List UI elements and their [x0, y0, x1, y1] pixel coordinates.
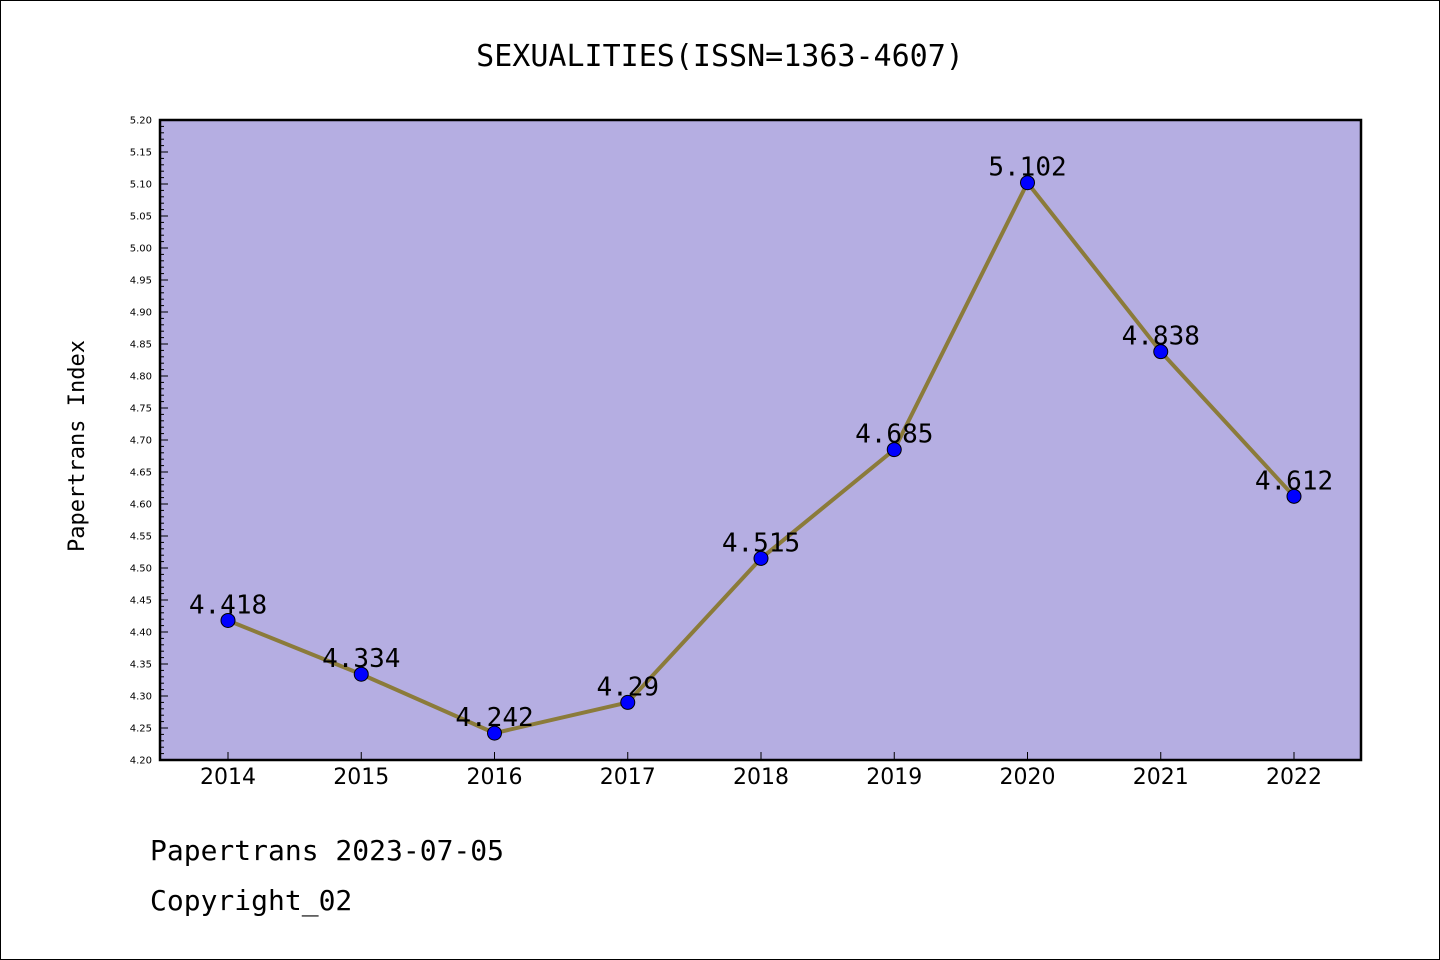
data-label: 4.29: [596, 672, 659, 702]
data-point: [1286, 488, 1302, 504]
y-axis-label: Papertrans Index: [65, 340, 90, 552]
x-tick-label: 2015: [333, 765, 389, 790]
y-tick-label: 5.05: [130, 212, 152, 223]
y-tick-label: 5.20: [130, 116, 152, 127]
data-label: 4.685: [855, 420, 933, 450]
y-tick-label: 4.55: [130, 532, 152, 543]
data-point: [487, 725, 502, 741]
x-tick-label: 2022: [1266, 765, 1322, 790]
x-tick-label: 2016: [467, 765, 523, 790]
y-tick-label: 4.80: [130, 372, 152, 383]
y-tick-label: 4.30: [130, 692, 152, 703]
x-tick-label: 2018: [733, 765, 789, 790]
data-label: 4.838: [1122, 322, 1200, 352]
y-tick-label: 5.15: [130, 148, 152, 159]
y-tick-label: 4.50: [130, 564, 152, 575]
y-tick-label: 4.45: [130, 596, 152, 607]
y-tick-label: 5.10: [130, 180, 152, 191]
y-tick-label: 5.00: [130, 244, 152, 255]
y-tick-label: 4.25: [130, 724, 152, 735]
y-axis: 4.20 4.25 4.30 4.35 4.40 4.45 4.50 4.55 4.60 4.65…: [130, 116, 168, 767]
data-label: 4.242: [455, 703, 533, 733]
data-point: [620, 694, 636, 710]
plot-area: [158, 118, 1363, 762]
y-tick-label: 4.70: [130, 436, 152, 447]
data-point: [353, 666, 369, 682]
data-point: [1020, 175, 1035, 191]
x-tick-label: 2020: [1000, 765, 1056, 790]
data-label: 4.418: [189, 590, 267, 620]
y-tick-label: 4.35: [130, 660, 152, 671]
x-tick-label: 2021: [1133, 765, 1189, 790]
y-tick-label: 4.85: [130, 340, 152, 351]
footer-copyright-text: Copyright_02: [150, 884, 353, 917]
x-tick-label: 2019: [866, 765, 922, 790]
data-label: 4.334: [322, 644, 400, 674]
data-point: [886, 442, 902, 458]
y-tick-label: 4.60: [130, 500, 152, 511]
x-tick-label: 2014: [200, 765, 256, 790]
data-point: [220, 612, 236, 628]
data-label: 5.102: [988, 153, 1066, 183]
y-tick-label: 4.90: [130, 308, 152, 319]
data-point: [1153, 344, 1169, 360]
y-tick-label: 4.75: [130, 404, 152, 415]
y-tick-label: 4.40: [130, 628, 152, 639]
data-label: 4.612: [1255, 466, 1333, 496]
data-point: [753, 550, 769, 566]
x-tick-label: 2017: [600, 765, 656, 790]
footer-date-text: Papertrans 2023-07-05: [150, 834, 505, 867]
series-layer: 4.418 4.334 4.242 4.29 4.515 4.685 5.102 4.838 4…: [189, 153, 1333, 741]
y-tick-label: 4.20: [130, 756, 152, 767]
x-axis: 2014 2015 2016 2017 2018 2019 2020 2021 2022: [200, 752, 1322, 790]
y-tick-label: 4.65: [130, 468, 152, 479]
data-label: 4.515: [722, 528, 800, 558]
y-tick-label: 4.95: [130, 276, 152, 287]
chart-title: SEXUALITIES(ISSN=1363-4607): [476, 39, 964, 74]
